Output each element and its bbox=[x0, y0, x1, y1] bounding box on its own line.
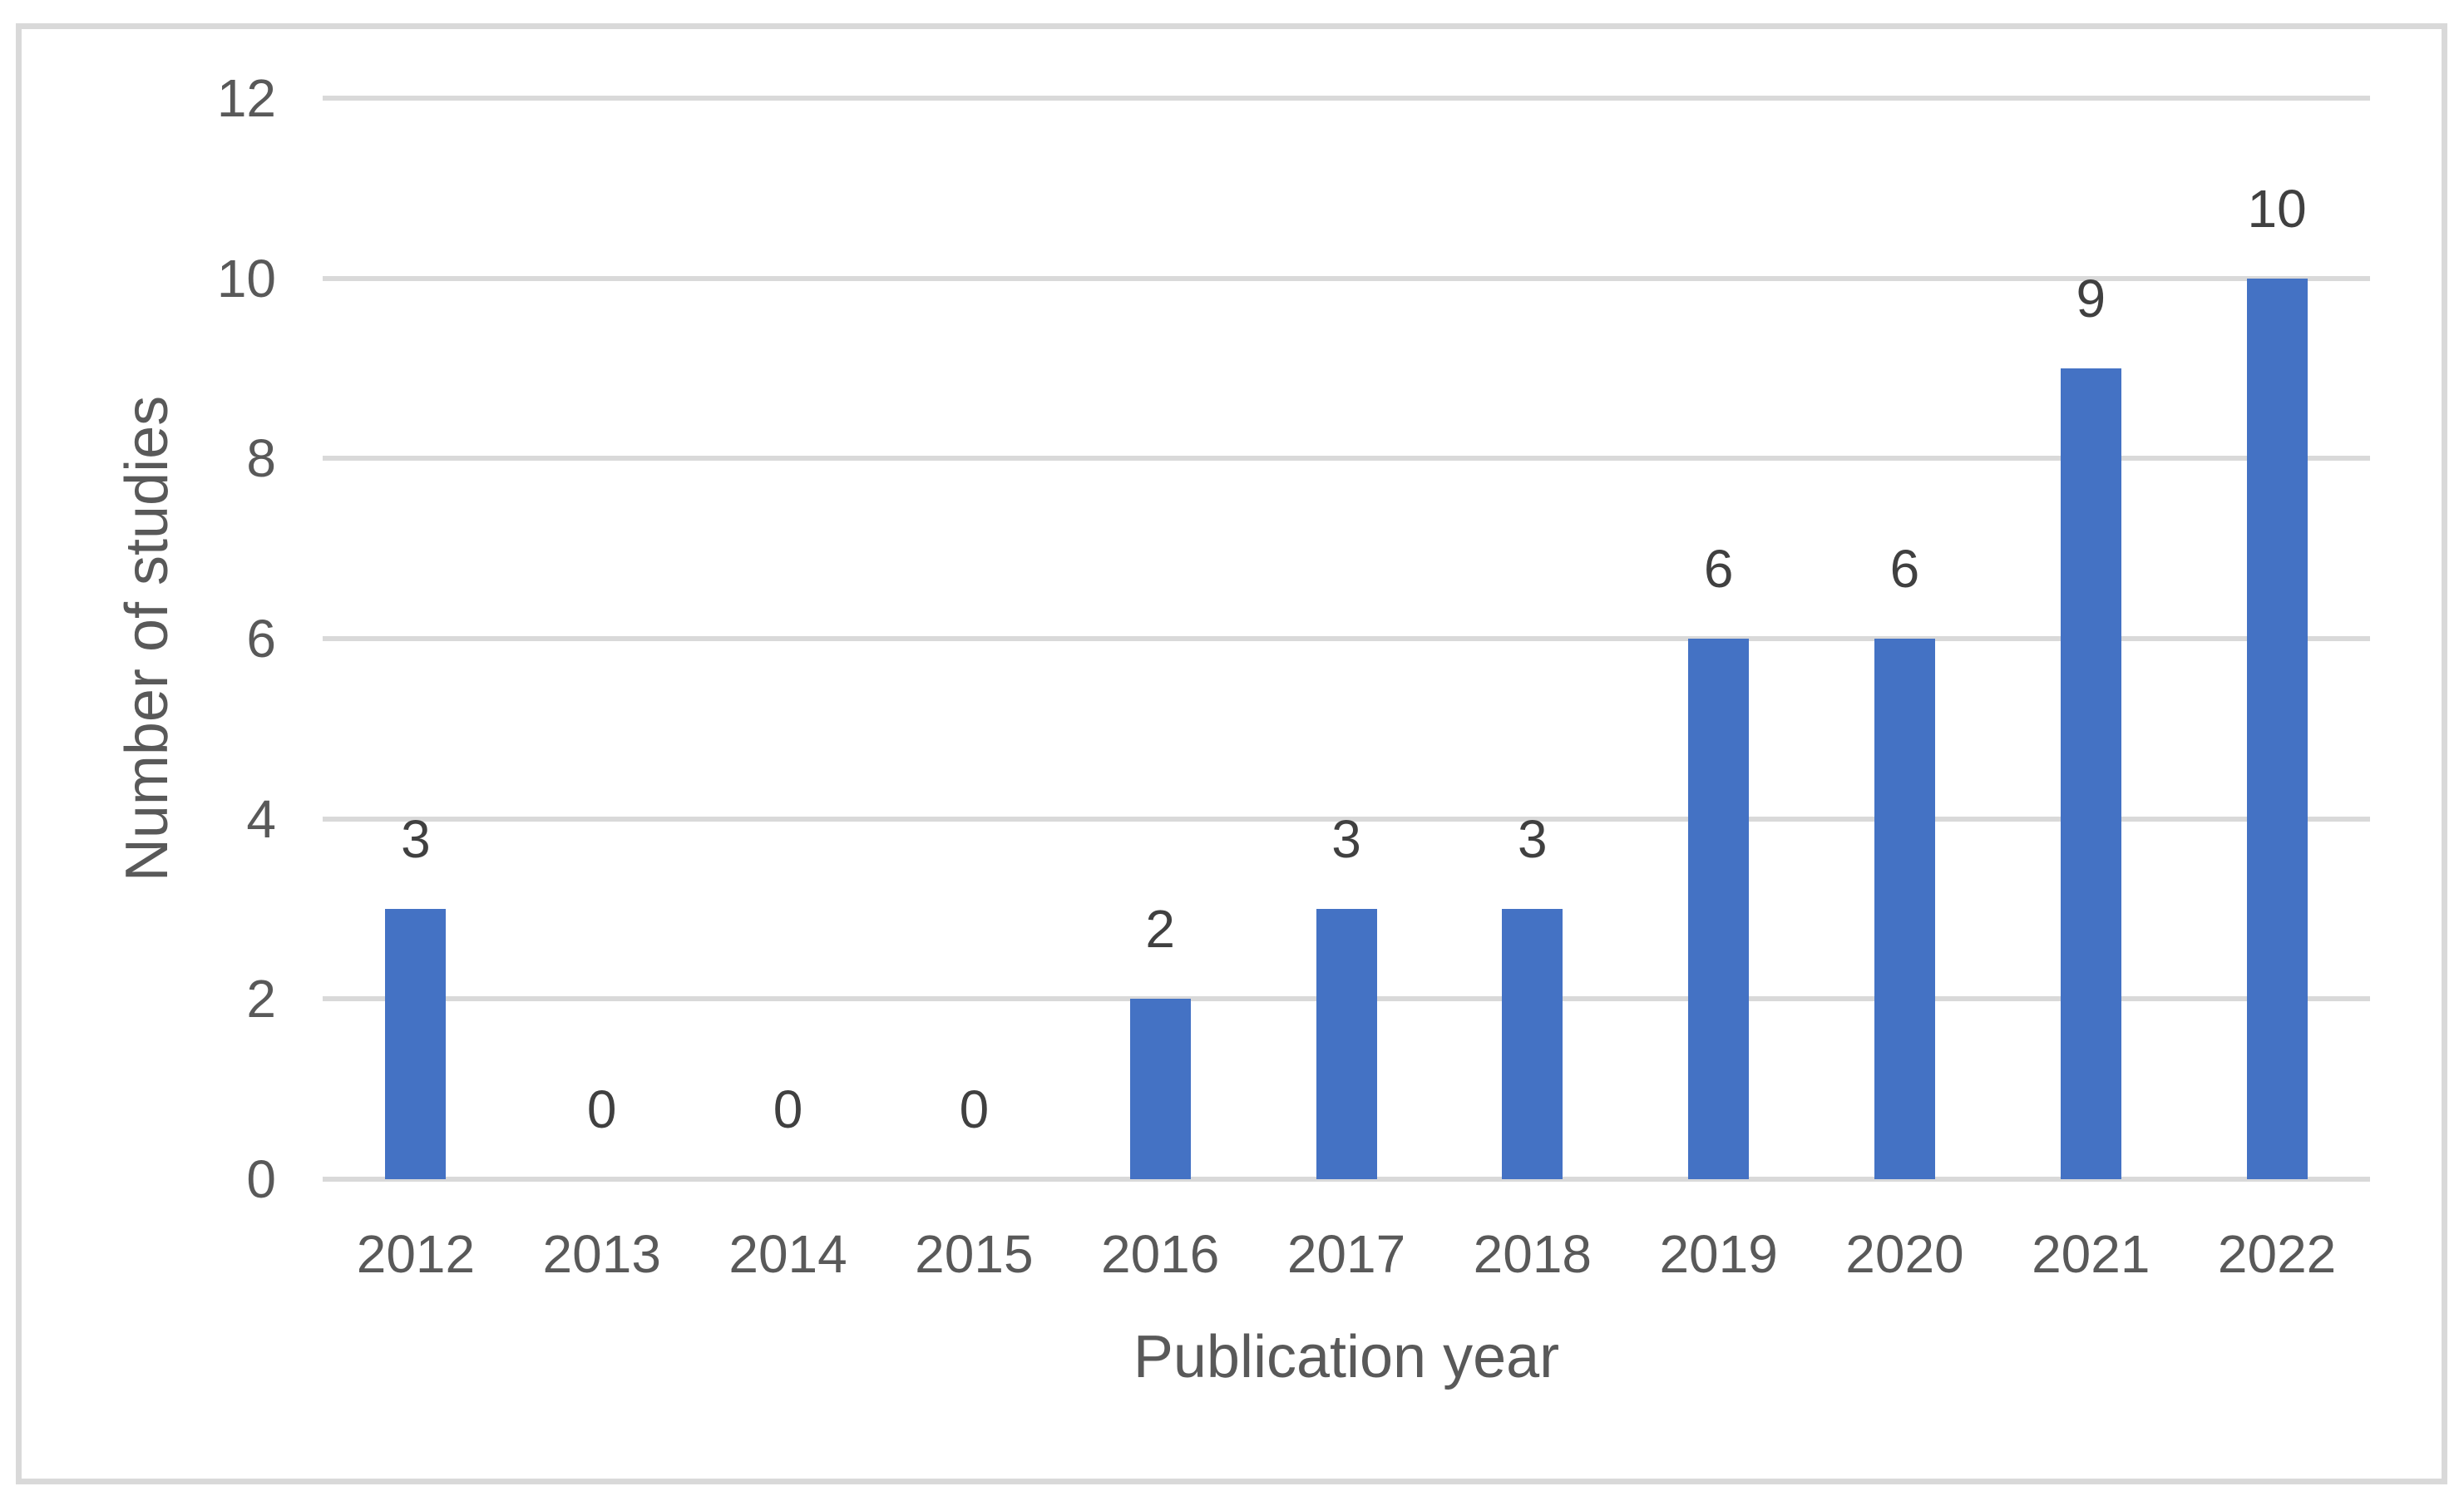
x-tick-label-2016: 2016 bbox=[1100, 1224, 1220, 1284]
data-label-2017: 3 bbox=[1331, 809, 1361, 869]
y-tick-label: 0 bbox=[246, 1149, 276, 1209]
data-label-2013: 0 bbox=[586, 1079, 617, 1139]
x-tick-label-2013: 2013 bbox=[542, 1224, 661, 1284]
y-tick-label: 8 bbox=[246, 428, 276, 489]
x-tick-label-2021: 2021 bbox=[2032, 1224, 2150, 1284]
x-tick-label-2019: 2019 bbox=[1659, 1224, 1778, 1284]
y-tick-label: 10 bbox=[216, 248, 276, 309]
y-tick-label: 2 bbox=[246, 969, 276, 1030]
bar-2019 bbox=[1688, 639, 1750, 1179]
data-label-2021: 9 bbox=[2076, 269, 2106, 328]
x-tick-label-2014: 2014 bbox=[728, 1224, 847, 1284]
x-tick-label-2015: 2015 bbox=[915, 1224, 1034, 1284]
y-tick-label: 12 bbox=[216, 68, 276, 128]
data-label-2020: 6 bbox=[1889, 539, 1920, 599]
x-tick-label-2020: 2020 bbox=[1845, 1224, 1964, 1284]
bar-2017 bbox=[1316, 909, 1377, 1179]
x-tick-label-2017: 2017 bbox=[1286, 1224, 1406, 1284]
gridline bbox=[323, 96, 2370, 101]
plot-area: 0 2 4 6 8 10 12 3 2012 0 2013 0 2014 0 2015 2 2016 3 2017 3… bbox=[217, 72, 2370, 1281]
gridline bbox=[323, 636, 2370, 641]
bar-2012 bbox=[385, 909, 447, 1179]
data-label-2018: 3 bbox=[1518, 809, 1548, 869]
bar-2020 bbox=[1874, 639, 1935, 1179]
bar-2016 bbox=[1129, 999, 1191, 1179]
x-axis-title: Publication year bbox=[1133, 1324, 1560, 1390]
gridline bbox=[323, 275, 2370, 281]
data-label-2022: 10 bbox=[2247, 178, 2307, 239]
data-label-2019: 6 bbox=[1703, 539, 1734, 599]
gridline bbox=[323, 816, 2370, 822]
y-axis-title: Number of studies bbox=[114, 395, 180, 882]
bar-2018 bbox=[1502, 909, 1563, 1179]
data-label-2015: 0 bbox=[959, 1079, 990, 1139]
x-tick-label-2012: 2012 bbox=[356, 1224, 476, 1284]
data-label-2012: 3 bbox=[401, 809, 431, 869]
y-tick-label: 6 bbox=[246, 609, 276, 669]
bar-2022 bbox=[2246, 278, 2308, 1179]
x-axis-line bbox=[323, 1177, 2370, 1182]
data-label-2016: 2 bbox=[1145, 899, 1175, 960]
x-tick-label-2018: 2018 bbox=[1473, 1224, 1592, 1284]
x-tick-label-2022: 2022 bbox=[2217, 1224, 2337, 1284]
chart-border bbox=[16, 23, 2447, 1484]
bar-2021 bbox=[2060, 368, 2121, 1179]
data-label-2014: 0 bbox=[773, 1079, 803, 1139]
y-tick-label: 4 bbox=[246, 788, 276, 849]
gridline bbox=[323, 456, 2370, 462]
